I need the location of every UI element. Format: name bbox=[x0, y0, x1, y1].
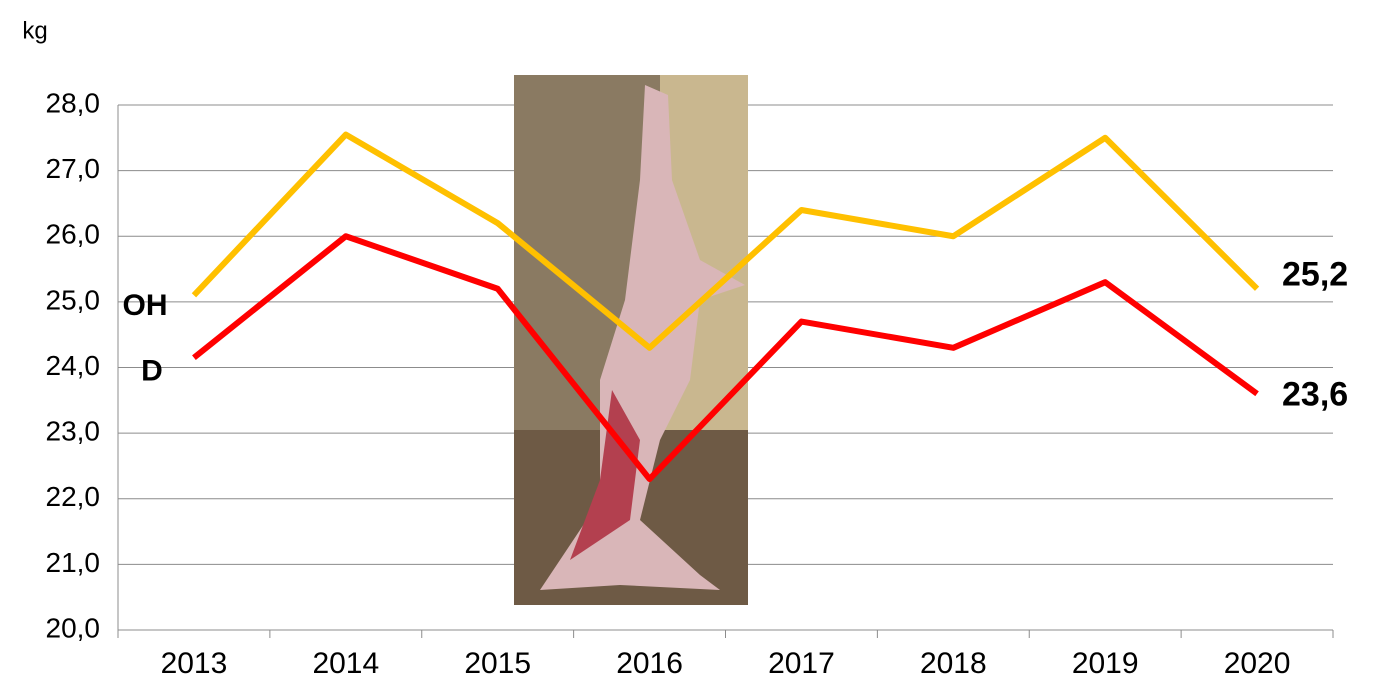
photo bbox=[514, 75, 748, 605]
y-tick-label: 22,0 bbox=[46, 481, 101, 512]
x-tick-label: 2020 bbox=[1224, 647, 1291, 680]
x-tick-label: 2016 bbox=[616, 647, 683, 680]
x-tick-label: 2018 bbox=[920, 647, 987, 680]
series-line bbox=[191, 131, 1260, 351]
y-tick-label: 23,0 bbox=[46, 416, 101, 447]
x-tick-label: 2015 bbox=[464, 647, 531, 680]
y-tick-label: 28,0 bbox=[46, 87, 101, 118]
data-label: 25,2 bbox=[1282, 256, 1348, 294]
data-label: 23,6 bbox=[1282, 376, 1348, 414]
series-line bbox=[192, 233, 1259, 483]
y-tick-label: 21,0 bbox=[46, 547, 101, 578]
y-axis-label: kg bbox=[22, 17, 47, 44]
series-name: OH bbox=[123, 289, 168, 322]
series-name: D bbox=[141, 355, 163, 388]
y-tick-label: 20,0 bbox=[46, 612, 101, 643]
y-tick-label: 25,0 bbox=[46, 284, 101, 315]
x-tick-label: 2017 bbox=[768, 647, 835, 680]
y-tick-label: 24,0 bbox=[46, 350, 101, 381]
x-tick-label: 2013 bbox=[161, 647, 228, 680]
x-tick-label: 2019 bbox=[1072, 647, 1139, 680]
x-tick-label: 2014 bbox=[312, 647, 379, 680]
y-tick-label: 26,0 bbox=[46, 219, 101, 250]
y-tick-label: 27,0 bbox=[46, 153, 101, 184]
